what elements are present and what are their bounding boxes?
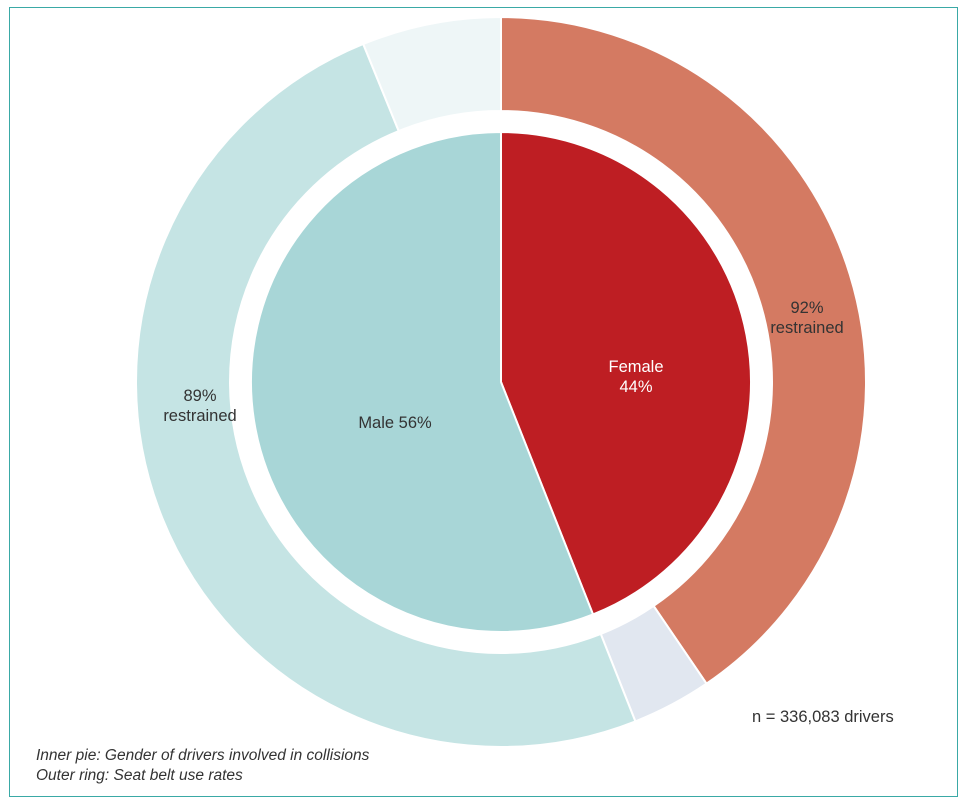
outer-ring-slice-0 xyxy=(500,15,867,686)
caption-outer-ring: Outer ring: Seat belt use rates xyxy=(36,767,243,784)
sample-size-note: n = 336,083 drivers xyxy=(752,708,894,726)
outer-male-restrained-text: restrained xyxy=(163,407,237,425)
chart-frame xyxy=(9,7,958,797)
inner-female-label-name: Female xyxy=(608,358,664,376)
outer-ring-slice-3 xyxy=(361,15,502,133)
outer-female-restrained-label: 92% restrained xyxy=(757,298,857,338)
inner-female-label: Female 44% xyxy=(566,357,706,397)
outer-female-restrained-text: restrained xyxy=(770,319,844,337)
inner-pie-slice-female xyxy=(500,130,752,616)
caption-inner-pie: Inner pie: Gender of drivers involved in… xyxy=(36,747,370,764)
outer-female-restrained-value: 92% xyxy=(790,299,824,317)
outer-ring-slice-2 xyxy=(135,42,637,748)
inner-female-label-value: 44% xyxy=(619,378,653,396)
inner-male-label: Male 56% xyxy=(358,414,432,432)
outer-male-restrained-label: 89% restrained xyxy=(150,386,250,426)
chart-caption: Inner pie: Gender of drivers involved in… xyxy=(36,746,369,786)
inner-pie-slice-male xyxy=(250,130,595,633)
outer-male-restrained-value: 89% xyxy=(183,387,217,405)
